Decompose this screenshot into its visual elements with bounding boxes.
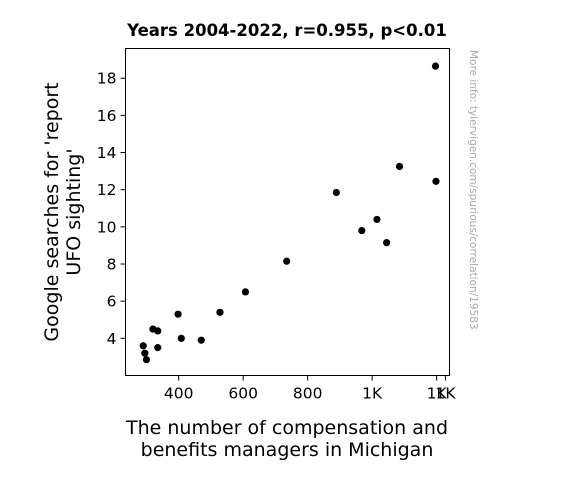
x-tick-label: 1K <box>427 385 448 403</box>
data-point <box>154 344 162 352</box>
y-tick-label: 14 <box>97 144 117 162</box>
data-points <box>139 62 440 364</box>
data-point <box>216 308 224 316</box>
x-axis-label-line-1: The number of compensation and <box>125 417 448 439</box>
y-tick-label: 10 <box>97 218 117 236</box>
x-tick-label: 800 <box>293 385 323 403</box>
data-point <box>373 215 381 224</box>
data-point <box>431 62 440 70</box>
data-point <box>139 342 147 350</box>
y-axis-label: Google searches for 'report UFO sighting… <box>41 82 85 341</box>
x-tick-label: 600 <box>228 385 258 403</box>
y-tick-label: 18 <box>97 70 117 88</box>
y-axis: 4 6 8 10 12 14 16 18 <box>97 70 126 348</box>
y-tick-label: 6 <box>107 293 117 311</box>
x-axis-label-line-2: benefits managers in Michigan <box>141 439 434 461</box>
data-point <box>177 334 185 342</box>
y-tick-label: 8 <box>107 256 117 274</box>
data-point <box>383 239 391 247</box>
data-point <box>142 356 151 364</box>
data-point <box>141 349 149 357</box>
y-tick-label: 16 <box>97 107 117 125</box>
data-point <box>332 188 340 197</box>
plot-frame <box>125 48 450 376</box>
y-axis-label-line-1: Google searches for 'report <box>41 82 63 341</box>
x-tick-label: 1K <box>435 385 456 403</box>
data-point <box>197 336 205 344</box>
y-tick-label: 12 <box>97 181 117 199</box>
x-tick-label: 1K <box>362 385 383 403</box>
data-point <box>241 288 250 296</box>
data-point <box>432 177 440 185</box>
source-note-text: More info: tylervigen.com/spurious/corre… <box>467 50 479 330</box>
y-tick-label: 4 <box>107 330 117 348</box>
x-tick-label: 400 <box>164 385 194 403</box>
source-note: More info: tylervigen.com/spurious/corre… <box>467 50 479 330</box>
data-point <box>154 327 162 335</box>
data-point <box>174 310 182 318</box>
y-axis-label-line-2: UFO sighting' <box>63 148 85 275</box>
chart-title: Years 2004-2022, r=0.955, p<0.01 <box>126 21 447 40</box>
data-point <box>283 257 291 265</box>
data-point <box>395 162 404 171</box>
data-point <box>358 226 366 235</box>
